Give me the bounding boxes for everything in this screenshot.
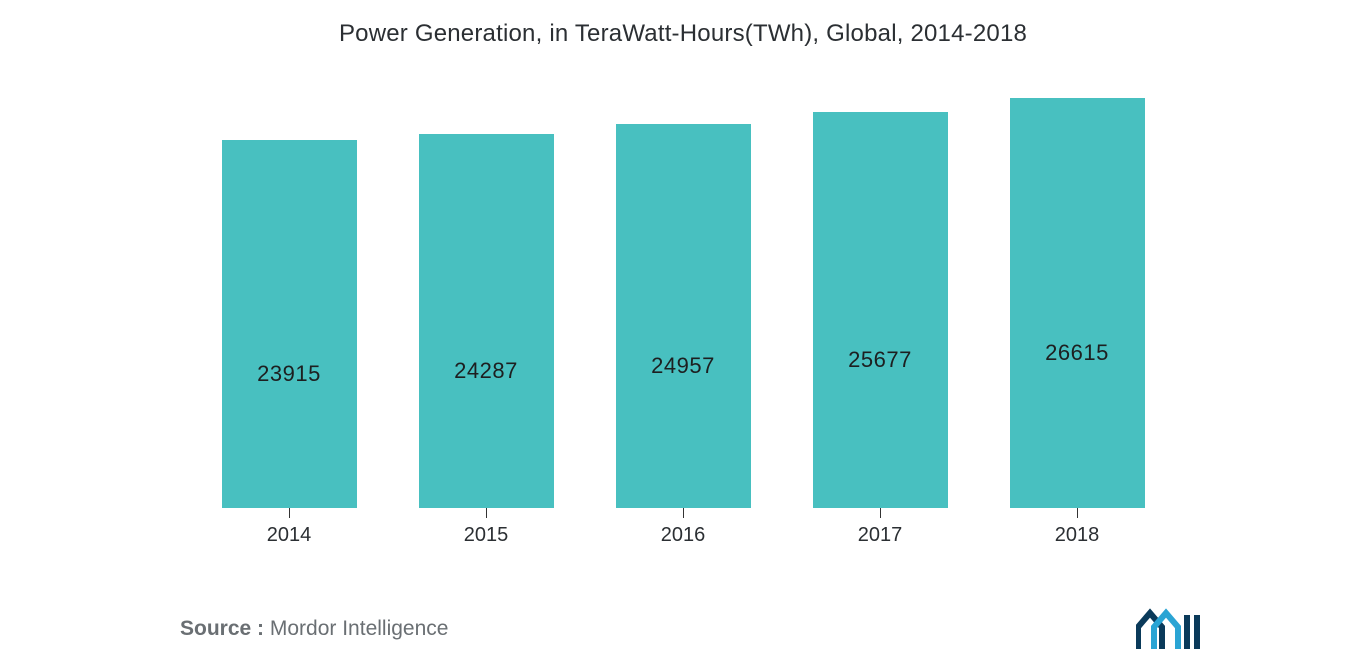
- bar-group: 25677 2017: [813, 98, 948, 547]
- bar: 26615: [1010, 98, 1145, 508]
- axis-tick: [486, 508, 487, 518]
- bar-group: 24287 2015: [419, 98, 554, 547]
- axis-tick: [880, 508, 881, 518]
- bar-group: 24957 2016: [616, 98, 751, 547]
- mordor-logo-icon: [1136, 607, 1206, 651]
- bar: 25677: [813, 112, 948, 508]
- axis-tick: [683, 508, 684, 518]
- x-axis-label: 2014: [267, 524, 312, 547]
- bar-value-label: 26615: [1045, 240, 1109, 366]
- bar-value-label: 23915: [257, 261, 321, 387]
- axis-tick: [289, 508, 290, 518]
- bar-value-label: 25677: [848, 247, 912, 373]
- x-axis-label: 2015: [464, 524, 509, 547]
- x-axis-label: 2017: [858, 524, 903, 547]
- chart-title: Power Generation, in TeraWatt-Hours(TWh)…: [40, 20, 1326, 48]
- footer: Source : Mordor Intelligence: [40, 557, 1326, 651]
- source-attribution: Source : Mordor Intelligence: [180, 617, 448, 641]
- bar: 24287: [419, 134, 554, 508]
- x-axis-label: 2018: [1055, 524, 1100, 547]
- bar-group: 26615 2018: [1010, 98, 1145, 547]
- plot-area: 23915 2014 24287 2015 24957 2016 25677 2017 2661…: [40, 98, 1326, 557]
- bar-group: 23915 2014: [222, 98, 357, 547]
- source-prefix: Source :: [180, 617, 264, 640]
- bar: 24957: [616, 124, 751, 508]
- brand-logo: [1136, 607, 1206, 651]
- chart-container: Power Generation, in TeraWatt-Hours(TWh)…: [0, 0, 1366, 655]
- axis-tick: [1077, 508, 1078, 518]
- bar-value-label: 24287: [454, 258, 518, 384]
- source-text: Mordor Intelligence: [270, 617, 449, 640]
- x-axis-label: 2016: [661, 524, 706, 547]
- bar-value-label: 24957: [651, 253, 715, 379]
- bar: 23915: [222, 140, 357, 508]
